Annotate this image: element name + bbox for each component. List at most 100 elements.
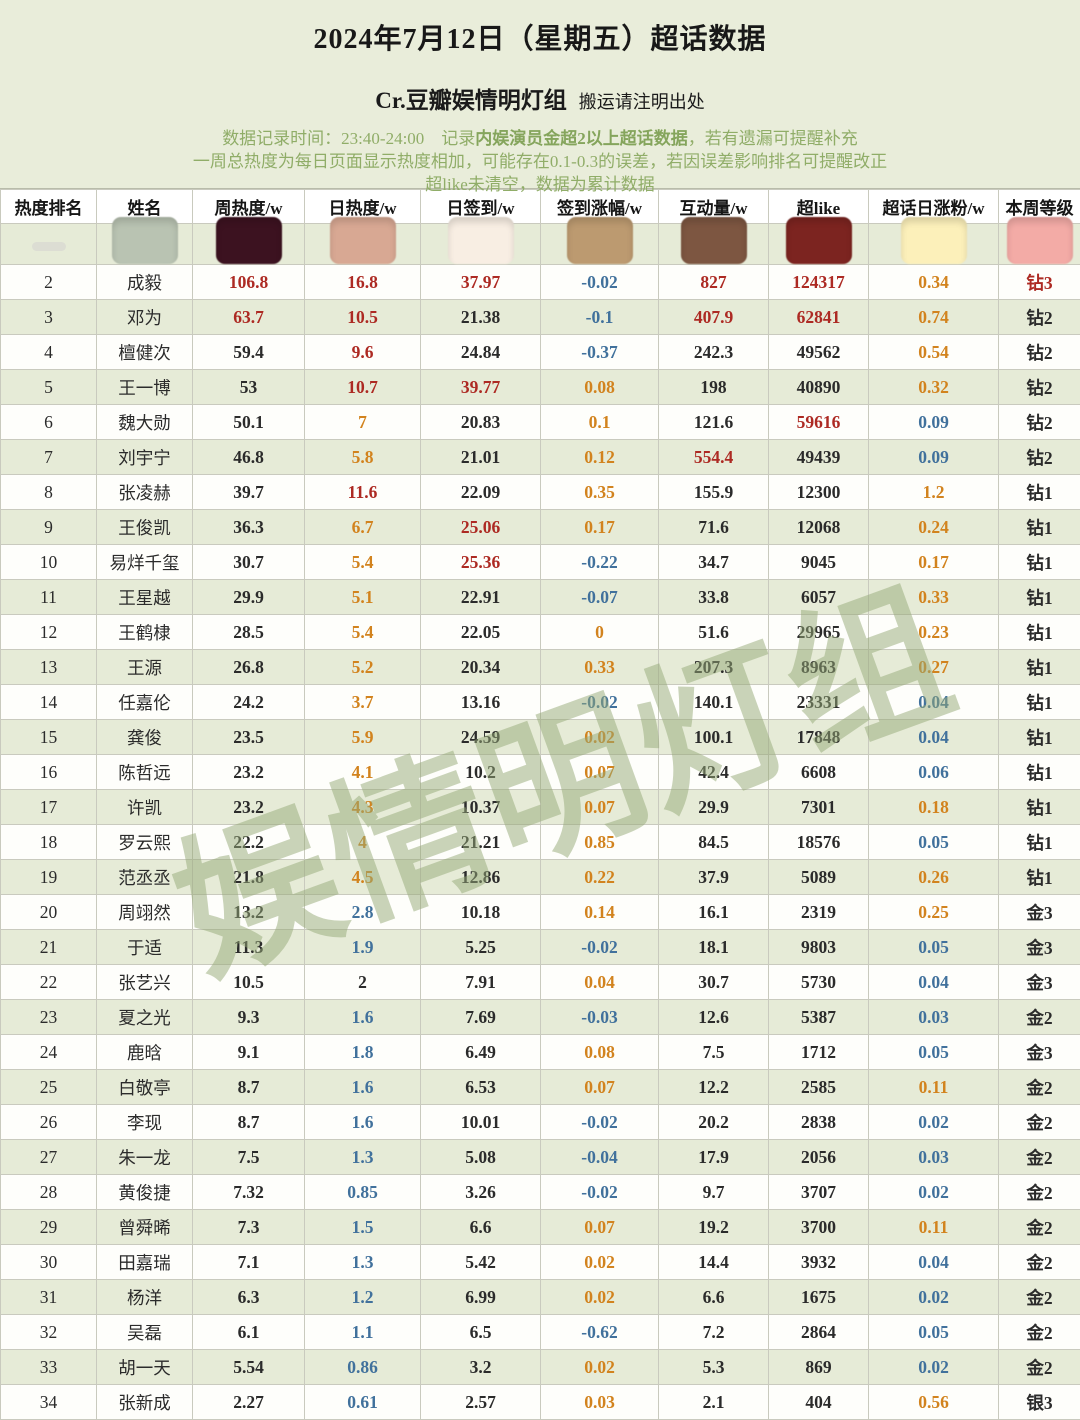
interaction-cell: 12.6: [659, 1000, 769, 1035]
interaction-cell: 198: [659, 370, 769, 405]
day-heat-cell: 2: [305, 965, 421, 1000]
interaction-cell: 34.7: [659, 545, 769, 580]
interaction-cell: [659, 224, 769, 265]
fan-growth-cell: 0.34: [869, 265, 999, 300]
level-cell: 钻1: [999, 615, 1080, 650]
interaction-cell: 207.3: [659, 650, 769, 685]
day-checkin-cell: 20.34: [421, 650, 541, 685]
superlike-cell: 7301: [769, 790, 869, 825]
checkin-change-cell: -0.02: [541, 265, 659, 300]
day-checkin-cell: 21.38: [421, 300, 541, 335]
rank-cell: 16: [1, 755, 97, 790]
checkin-change-cell: 0.33: [541, 650, 659, 685]
name-cell: [97, 224, 193, 265]
day-checkin-cell: 13.16: [421, 685, 541, 720]
week-heat-cell: 7.5: [193, 1140, 305, 1175]
day-checkin-cell: [421, 224, 541, 265]
day-checkin-cell: 10.2: [421, 755, 541, 790]
superlike-cell: 8963: [769, 650, 869, 685]
week-heat-cell: 36.3: [193, 510, 305, 545]
level-cell: 钻2: [999, 300, 1080, 335]
level-cell: 金2: [999, 1350, 1080, 1385]
day-checkin-cell: 24.84: [421, 335, 541, 370]
week-heat-cell: 9.3: [193, 1000, 305, 1035]
week-heat-cell: 7.3: [193, 1210, 305, 1245]
rank-cell: 5: [1, 370, 97, 405]
fan-growth-cell: 0.11: [869, 1070, 999, 1105]
superlike-cell: 62841: [769, 300, 869, 335]
rank-cell: 19: [1, 860, 97, 895]
superlike-cell: 9045: [769, 545, 869, 580]
day-checkin-cell: 21.21: [421, 825, 541, 860]
fan-growth-cell: 0.11: [869, 1210, 999, 1245]
interaction-cell: 7.5: [659, 1035, 769, 1070]
checkin-change-cell: 0.08: [541, 370, 659, 405]
week-heat-cell: 23.5: [193, 720, 305, 755]
level-cell: 钻1: [999, 685, 1080, 720]
day-heat-cell: 1.1: [305, 1315, 421, 1350]
rank-cell: 6: [1, 405, 97, 440]
day-heat-cell: 5.4: [305, 615, 421, 650]
fan-growth-cell: 0.05: [869, 1315, 999, 1350]
level-cell: [999, 224, 1080, 265]
interaction-cell: 19.2: [659, 1210, 769, 1245]
interaction-cell: 100.1: [659, 720, 769, 755]
level-cell: 金2: [999, 1210, 1080, 1245]
superlike-cell: 49439: [769, 440, 869, 475]
interaction-cell: 33.8: [659, 580, 769, 615]
fan-growth-cell: 0.26: [869, 860, 999, 895]
day-checkin-cell: 6.99: [421, 1280, 541, 1315]
level-cell: 钻1: [999, 860, 1080, 895]
name-cell: 王鹤棣: [97, 615, 193, 650]
checkin-change-cell: 0.04: [541, 965, 659, 1000]
level-cell: 金2: [999, 1140, 1080, 1175]
superlike-cell: 124317: [769, 265, 869, 300]
day-heat-cell: 5.9: [305, 720, 421, 755]
interaction-cell: 16.1: [659, 895, 769, 930]
fan-growth-cell: 0.05: [869, 825, 999, 860]
week-heat-cell: 23.2: [193, 790, 305, 825]
superlike-cell: 29965: [769, 615, 869, 650]
day-checkin-cell: 5.42: [421, 1245, 541, 1280]
level-cell: 金3: [999, 930, 1080, 965]
fan-growth-cell: 0.09: [869, 405, 999, 440]
week-heat-cell: 22.2: [193, 825, 305, 860]
rank-cell: 8: [1, 475, 97, 510]
level-cell: 钻1: [999, 475, 1080, 510]
day-heat-cell: 7: [305, 405, 421, 440]
week-heat-cell: 46.8: [193, 440, 305, 475]
fan-growth-cell: 0.24: [869, 510, 999, 545]
level-cell: 金2: [999, 1280, 1080, 1315]
fan-growth-cell: 0.09: [869, 440, 999, 475]
checkin-change-cell: 0.03: [541, 1385, 659, 1420]
name-cell: 罗云熙: [97, 825, 193, 860]
fan-growth-cell: 0.74: [869, 300, 999, 335]
name-cell: 王俊凯: [97, 510, 193, 545]
day-checkin-cell: 20.83: [421, 405, 541, 440]
day-heat-cell: 3.7: [305, 685, 421, 720]
superlike-cell: 18576: [769, 825, 869, 860]
checkin-change-cell: 0.1: [541, 405, 659, 440]
week-heat-cell: 2.27: [193, 1385, 305, 1420]
week-heat-cell: 6.3: [193, 1280, 305, 1315]
name-cell: 胡一天: [97, 1350, 193, 1385]
checkin-change-cell: 0.07: [541, 1070, 659, 1105]
interaction-cell: 18.1: [659, 930, 769, 965]
superlike-cell: 40890: [769, 370, 869, 405]
checkin-change-cell: -0.37: [541, 335, 659, 370]
day-heat-cell: 1.5: [305, 1210, 421, 1245]
checkin-change-cell: 0.08: [541, 1035, 659, 1070]
day-checkin-cell: 39.77: [421, 370, 541, 405]
day-heat-cell: 16.8: [305, 265, 421, 300]
